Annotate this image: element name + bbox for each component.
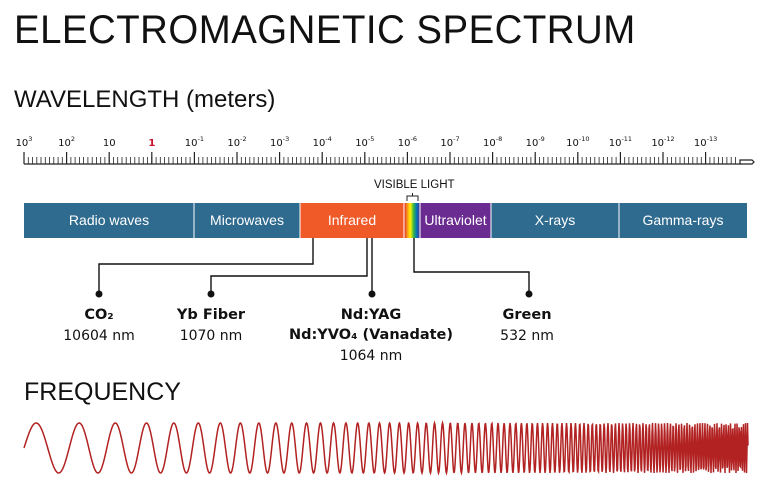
ruler-tick-label: 10-6 [398, 135, 417, 149]
band-x-rays-label: X-rays [535, 212, 575, 228]
band-gamma-rays-label: Gamma-rays [643, 212, 724, 228]
laser-green-wavelength: 532 nm [500, 328, 554, 344]
ruler-tick-label: 10-12 [651, 135, 674, 149]
band-gamma-rays [619, 203, 747, 238]
ruler-tick-label: 102 [58, 135, 75, 149]
band-microwaves [194, 203, 300, 238]
ruler-tick-label: 10-5 [355, 135, 374, 149]
visible-light-label: VISIBLE LIGHT [374, 179, 455, 191]
leader-co2-dot [95, 290, 103, 298]
leader-co2 [98, 238, 314, 294]
band-x-rays [491, 203, 619, 238]
leader-yb-fiber-dot [207, 290, 215, 298]
band-radio-waves [24, 203, 194, 238]
ruler-tick-label: 10 [103, 138, 116, 149]
ruler-tick-label: 10-11 [609, 135, 632, 149]
wavelength-label: WAVELENGTH (meters) [14, 86, 276, 113]
band-ultraviolet [420, 203, 491, 238]
ruler-tick-label: 10-1 [185, 135, 204, 149]
ruler-tick-label: 10-2 [227, 135, 246, 149]
ruler-tick-label: 10-3 [270, 135, 289, 149]
ruler-tick-label: 103 [16, 135, 33, 149]
laser-co2-wavelength: 10604 nm [63, 328, 135, 344]
ruler-tick-label: 1 [148, 138, 155, 149]
visible-light-bracket [406, 193, 419, 201]
leader-yb-fiber [210, 238, 368, 294]
laser-yb-name: Yb Fiber [176, 307, 246, 323]
ruler-tick-label: 10-4 [313, 135, 332, 149]
laser-ndyag-wavelength: 1064 nm [339, 348, 403, 364]
band-radio-waves-label: Radio waves [69, 212, 149, 228]
band-visible-light [404, 203, 420, 238]
laser-ndyvo4-name: Nd:YVO₄ (Vanadate) [288, 327, 454, 343]
ruler-tick-label: 10-7 [440, 135, 459, 149]
ruler-tick-label: 10-8 [483, 135, 502, 149]
frequency-wave-path [23, 420, 749, 476]
leader-green-dot [525, 290, 533, 298]
laser-ndyag-name: Nd:YAG [340, 307, 402, 323]
frequency-label: FREQUENCY [24, 378, 181, 406]
laser-green-name: Green [502, 307, 552, 323]
band-infrared [300, 203, 404, 238]
laser-co2-name: CO₂ [84, 307, 114, 323]
ruler-tick-label: 10-13 [694, 135, 717, 149]
laser-yb-wavelength: 1070 nm [179, 328, 243, 344]
band-microwaves-label: Microwaves [210, 212, 284, 228]
band-ultraviolet-label: Ultraviolet [424, 212, 486, 228]
ruler-tick-label: 10-9 [526, 135, 545, 149]
diagram-title: ELECTROMAGNETIC SPECTRUM [14, 8, 636, 52]
band-infrared-label: Infrared [328, 212, 376, 228]
leader-green [413, 238, 530, 294]
leader-nd-yag-dot [368, 290, 376, 298]
ruler-tick-label: 10-10 [566, 135, 589, 149]
ruler-end-arrow [739, 159, 755, 165]
